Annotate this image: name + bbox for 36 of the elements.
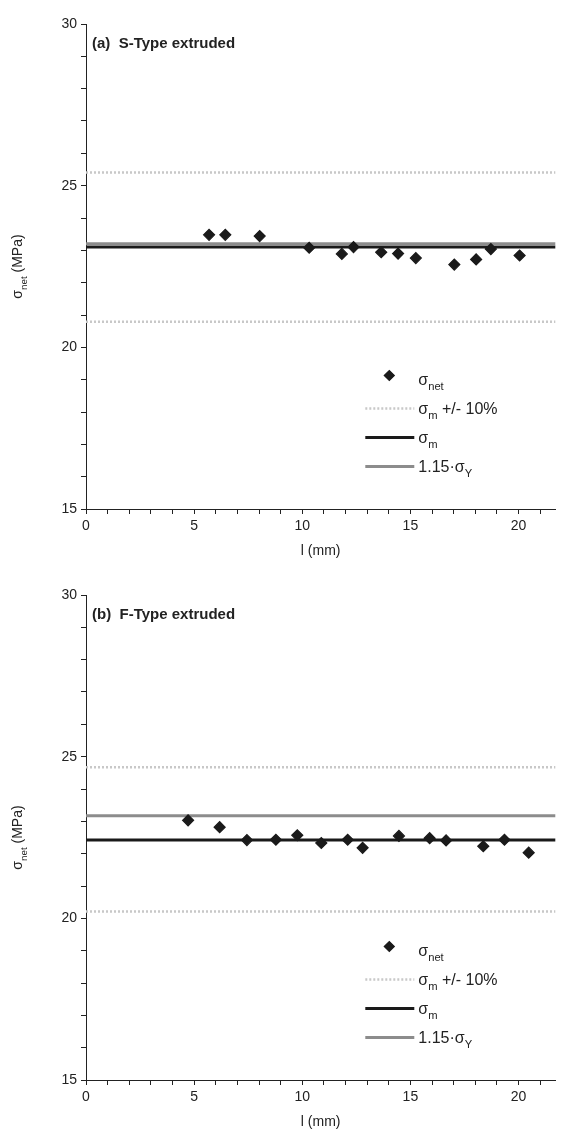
y-tick-label: 25 [61, 747, 78, 764]
point [484, 242, 497, 256]
point [219, 228, 232, 241]
x-tick-label: 20 [510, 1088, 527, 1105]
point [253, 230, 266, 243]
x-tick-label: 0 [82, 517, 91, 534]
point [513, 249, 526, 262]
y-tick-label: 20 [61, 338, 78, 355]
y-axis-title: σnet (MPa) [9, 805, 29, 870]
text: (a) S-Type extruded [92, 34, 236, 51]
y-axis-title: σnet (MPa) [9, 234, 29, 299]
point [409, 251, 422, 265]
point [391, 247, 405, 260]
text: (b) F-Type extruded [92, 605, 236, 622]
x-tick-label: 15 [402, 1088, 419, 1105]
point [335, 247, 348, 260]
y-tick-label: 30 [61, 14, 78, 31]
point [470, 253, 483, 266]
y-tick-label: 20 [61, 909, 78, 926]
x-axis-title: l (mm) [300, 542, 341, 558]
x-tick-label: 5 [190, 1088, 199, 1105]
point [202, 228, 216, 241]
y-tick-label: 15 [61, 1070, 78, 1087]
x-tick-label: 0 [82, 1088, 91, 1105]
y-tick-label: 25 [61, 176, 78, 193]
x-tick-label: 10 [294, 1088, 311, 1105]
y-tick-label: 15 [61, 499, 78, 516]
y-tick-label: 30 [61, 585, 78, 602]
x-tick-label: 10 [294, 517, 311, 534]
point [448, 258, 461, 271]
point [347, 241, 360, 254]
x-axis-title: l (mm) [300, 1113, 341, 1129]
x-tick-label: 15 [402, 517, 419, 534]
x-tick-label: 20 [510, 517, 527, 534]
x-tick-label: 5 [190, 517, 199, 534]
point [303, 241, 316, 254]
